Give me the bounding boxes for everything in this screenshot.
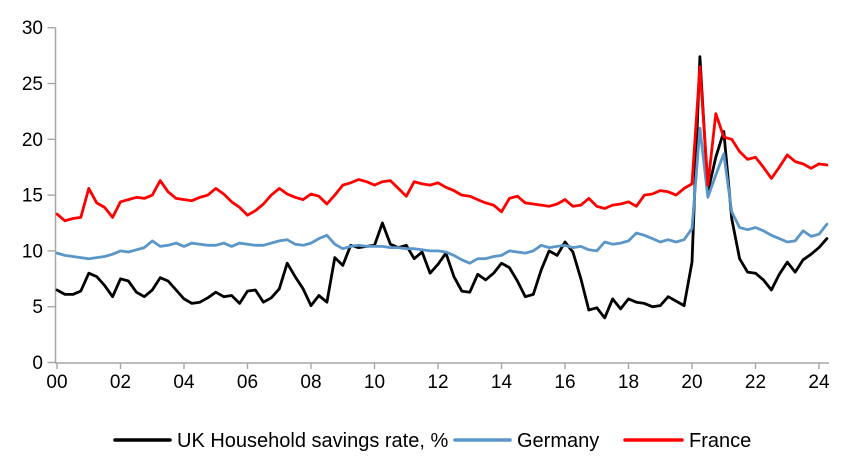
y-tick-label: 25 — [22, 74, 43, 95]
series-line-france — [55, 65, 829, 223]
x-tick-label: 22 — [745, 372, 766, 393]
x-tick-label: 10 — [364, 372, 385, 393]
x-tick-label: 14 — [491, 372, 513, 393]
series-line-germany — [55, 126, 829, 265]
y-tick-label: 10 — [22, 241, 43, 262]
x-tick-label: 04 — [173, 372, 195, 393]
legend-label-uk-household-savings-rate: UK Household savings rate, % — [177, 430, 448, 452]
x-tick-label: 06 — [237, 372, 258, 393]
legend-label-germany: Germany — [517, 430, 599, 452]
y-tick-label: 20 — [22, 130, 43, 151]
y-tick-label: 30 — [22, 18, 43, 39]
legend-label-france: France — [689, 430, 751, 452]
y-tick-label: 5 — [32, 297, 43, 318]
x-tick-label: 02 — [110, 372, 131, 393]
x-tick-label: 24 — [808, 372, 830, 393]
x-tick-label: 12 — [427, 372, 448, 393]
x-tick-label: 00 — [46, 372, 67, 393]
x-tick-label: 16 — [554, 372, 575, 393]
x-tick-label: 20 — [681, 372, 702, 393]
x-tick-label: 08 — [300, 372, 321, 393]
x-tick-label: 18 — [618, 372, 639, 393]
y-tick-label: 15 — [22, 186, 43, 207]
y-tick-label: 0 — [32, 353, 43, 374]
